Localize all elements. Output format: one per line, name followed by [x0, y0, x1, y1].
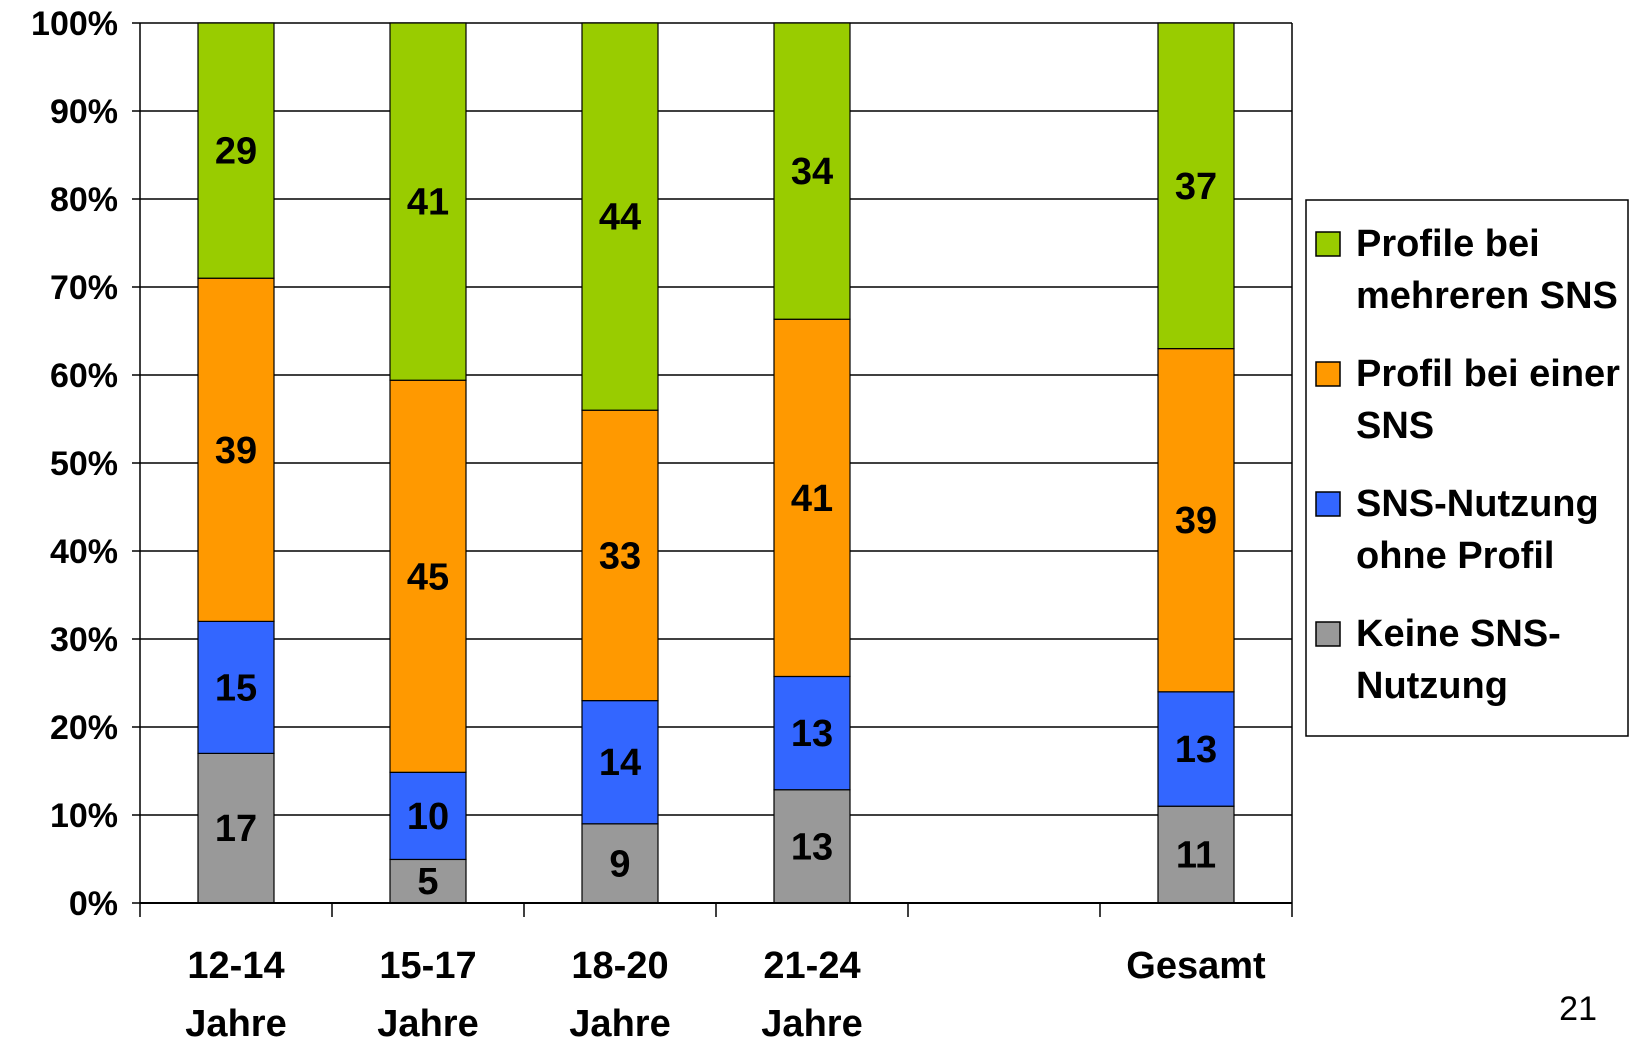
- y-tick-label: 10%: [50, 797, 118, 835]
- legend-swatch: [1315, 621, 1341, 647]
- bar-segment: [389, 22, 467, 381]
- bar-segment: [773, 675, 851, 791]
- bar-segment: [581, 409, 659, 702]
- bars: 17 15 39 29 5 10 45 41 9 14 33 44 13 13 41 34 11 13 39 37: [197, 22, 1235, 904]
- x-tick-label: 15-17: [379, 945, 476, 987]
- gridlines: [140, 22, 1292, 816]
- bar-segment: [389, 858, 467, 904]
- data-label: 13: [1175, 729, 1217, 771]
- legend-label: Profil bei einer SNS: [1356, 353, 1620, 447]
- y-tick-label: 40%: [50, 533, 118, 571]
- y-tick-label: 70%: [50, 269, 118, 307]
- bar-segment: [1157, 22, 1235, 350]
- x-tick-label: Jahre: [377, 1003, 478, 1045]
- data-label: 39: [215, 430, 257, 472]
- y-tick-label: 90%: [50, 93, 118, 131]
- data-label: 39: [1175, 500, 1217, 542]
- bar-segment: [773, 789, 851, 904]
- bar-segment: [1157, 805, 1235, 904]
- data-label: 13: [791, 826, 833, 868]
- x-tick-label: 12-14: [187, 945, 284, 987]
- data-label: 10: [407, 796, 449, 838]
- data-label: 14: [599, 742, 641, 784]
- x-tick-label: 18-20: [571, 945, 668, 987]
- bar-segment: [1157, 691, 1235, 807]
- page-number: 21: [1559, 990, 1597, 1028]
- legend-swatch: [1315, 491, 1341, 517]
- bar-segment: [773, 318, 851, 678]
- bar-segment: [581, 699, 659, 825]
- data-label: 44: [599, 197, 641, 239]
- legend: Profile bei mehreren SNS Profil bei einer S…: [1305, 199, 1629, 737]
- legend-swatch: [1315, 231, 1341, 257]
- data-label: 45: [407, 556, 449, 598]
- legend-swatch: [1315, 361, 1341, 387]
- y-tick-label: 100%: [31, 5, 118, 43]
- axes: [132, 22, 1293, 917]
- bar-segment: [197, 277, 275, 623]
- data-label: 5: [417, 861, 438, 903]
- x-tick-label: Jahre: [761, 1003, 862, 1045]
- data-label: 13: [791, 713, 833, 755]
- legend-label: SNS-Nutzung ohne Profil: [1356, 483, 1599, 577]
- x-tick-label: 21-24: [763, 945, 860, 987]
- data-label: 33: [599, 535, 641, 577]
- bar-segment: [389, 771, 467, 861]
- x-tick-label: Gesamt: [1126, 945, 1266, 987]
- data-label: 9: [609, 843, 630, 885]
- data-label: 34: [791, 151, 833, 193]
- data-label: 41: [407, 182, 449, 224]
- bar-segment: [389, 379, 467, 773]
- x-tick-label: Jahre: [185, 1003, 286, 1045]
- y-tick-label: 20%: [50, 709, 118, 747]
- x-axis-tick-labels: 12-14 Jahre 15-17 Jahre 18-20 Jahre 21-24 Jahre…: [185, 945, 1266, 1045]
- bar-segment: [197, 620, 275, 755]
- data-label: 41: [791, 478, 833, 520]
- bar-segment: [773, 22, 851, 320]
- legend-box: [1305, 199, 1629, 737]
- data-label: 37: [1175, 166, 1217, 208]
- data-label: 15: [215, 667, 257, 709]
- y-axis-tick-labels: 0% 10% 20% 30% 40% 50% 60% 70% 80% 90% 100%: [31, 5, 118, 923]
- legend-label: Keine SNS-Nutzung: [1356, 613, 1561, 707]
- bar-segment: [197, 22, 275, 279]
- y-tick-label: 30%: [50, 621, 118, 659]
- bar-segment: [581, 22, 659, 411]
- data-label: 11: [1176, 835, 1216, 877]
- x-tick-label: Jahre: [569, 1003, 670, 1045]
- data-label: 29: [215, 131, 257, 173]
- y-tick-label: 0%: [69, 885, 118, 923]
- legend-label: Profile bei mehreren SNS: [1356, 223, 1618, 317]
- data-label: 17: [215, 808, 257, 850]
- y-tick-label: 60%: [50, 357, 118, 395]
- bar-segment: [1157, 348, 1235, 693]
- y-tick-label: 50%: [50, 445, 118, 483]
- y-tick-label: 80%: [50, 181, 118, 219]
